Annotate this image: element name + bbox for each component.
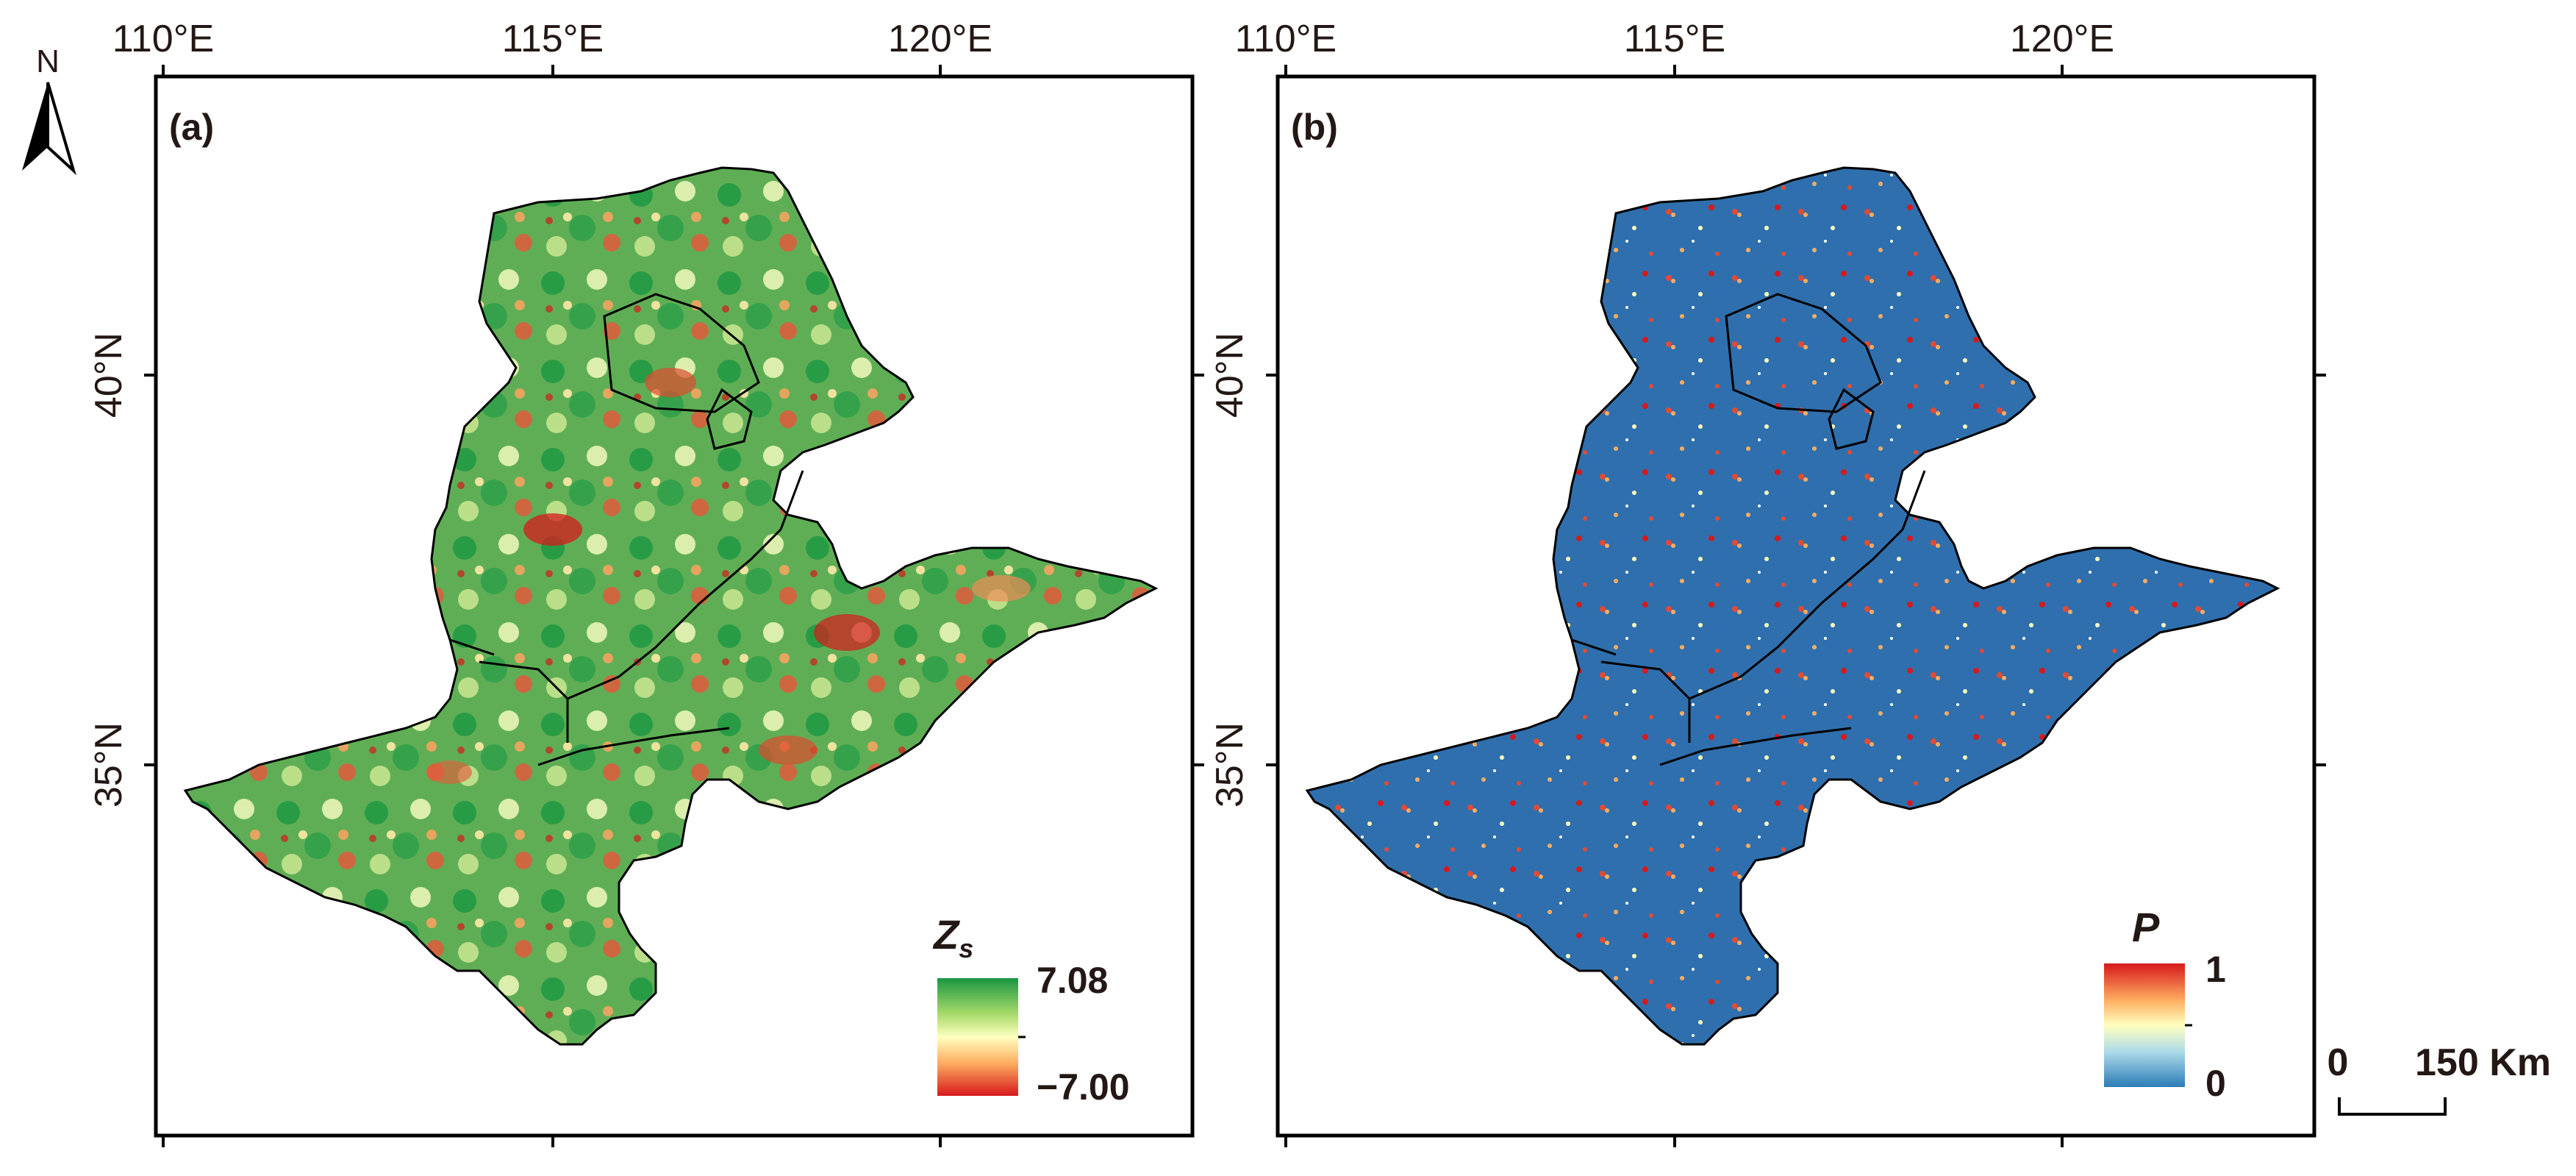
panel-a-lat-label-40: 40°N: [87, 332, 130, 418]
north-arrow-icon: [22, 82, 48, 171]
panel-b-lon-label-115: 115°E: [1624, 18, 1725, 60]
panel-b-lon-label-110: 110°E: [1235, 18, 1337, 60]
north-arrow: N: [22, 43, 76, 176]
panel-a-lon-label-110: 110°E: [112, 18, 214, 60]
scale-bar-zero: 0: [2328, 1041, 2349, 1084]
panel-b-lat-label-35: 35°N: [1209, 722, 1251, 808]
panel-a-legend-ramp: [937, 978, 1018, 1096]
panel-a-legend-title: Zs: [932, 911, 973, 963]
panel-b-lat-label-40: 40°N: [1209, 332, 1251, 418]
panel-a-legend-max: 7.08: [1037, 960, 1108, 1001]
panel-b-label: (b): [1291, 107, 1338, 148]
panel-a-label: (a): [169, 107, 214, 148]
panel-a-lon-label-115: 115°E: [502, 18, 604, 60]
panel-b-legend: P 1 0: [2104, 904, 2226, 1104]
panel-a-lon-axis: [162, 65, 942, 1147]
panel-b-legend-ramp: [2104, 963, 2185, 1087]
panel-a-legend: Zs 7.08 −7.00: [932, 911, 1130, 1108]
panel-b-lon-axis: [1284, 65, 2064, 1147]
panel-a-lon-label-120: 120°E: [888, 18, 992, 60]
panel-b-legend-title: P: [2132, 904, 2160, 950]
panel-b: (b) 110°E 115°E 120°E 40°N 35°N P 1 0: [1209, 18, 2326, 1147]
panel-b-lon-label-120: 120°E: [2010, 18, 2114, 60]
scale-bar: 0 150 Km: [2328, 1041, 2551, 1116]
panel-a-lat-label-35: 35°N: [87, 722, 130, 808]
panel-b-legend-max: 1: [2205, 949, 2226, 990]
panel-a-legend-min: −7.00: [1037, 1066, 1130, 1108]
scale-bar-line: [2338, 1097, 2447, 1116]
north-arrow-label: N: [36, 43, 60, 79]
panel-a: (a) 110°E 115°E 120°E 40°N 35°N: [87, 18, 1204, 1147]
scale-bar-distance: 150 Km: [2415, 1041, 2551, 1084]
panel-b-legend-min: 0: [2205, 1063, 2226, 1104]
